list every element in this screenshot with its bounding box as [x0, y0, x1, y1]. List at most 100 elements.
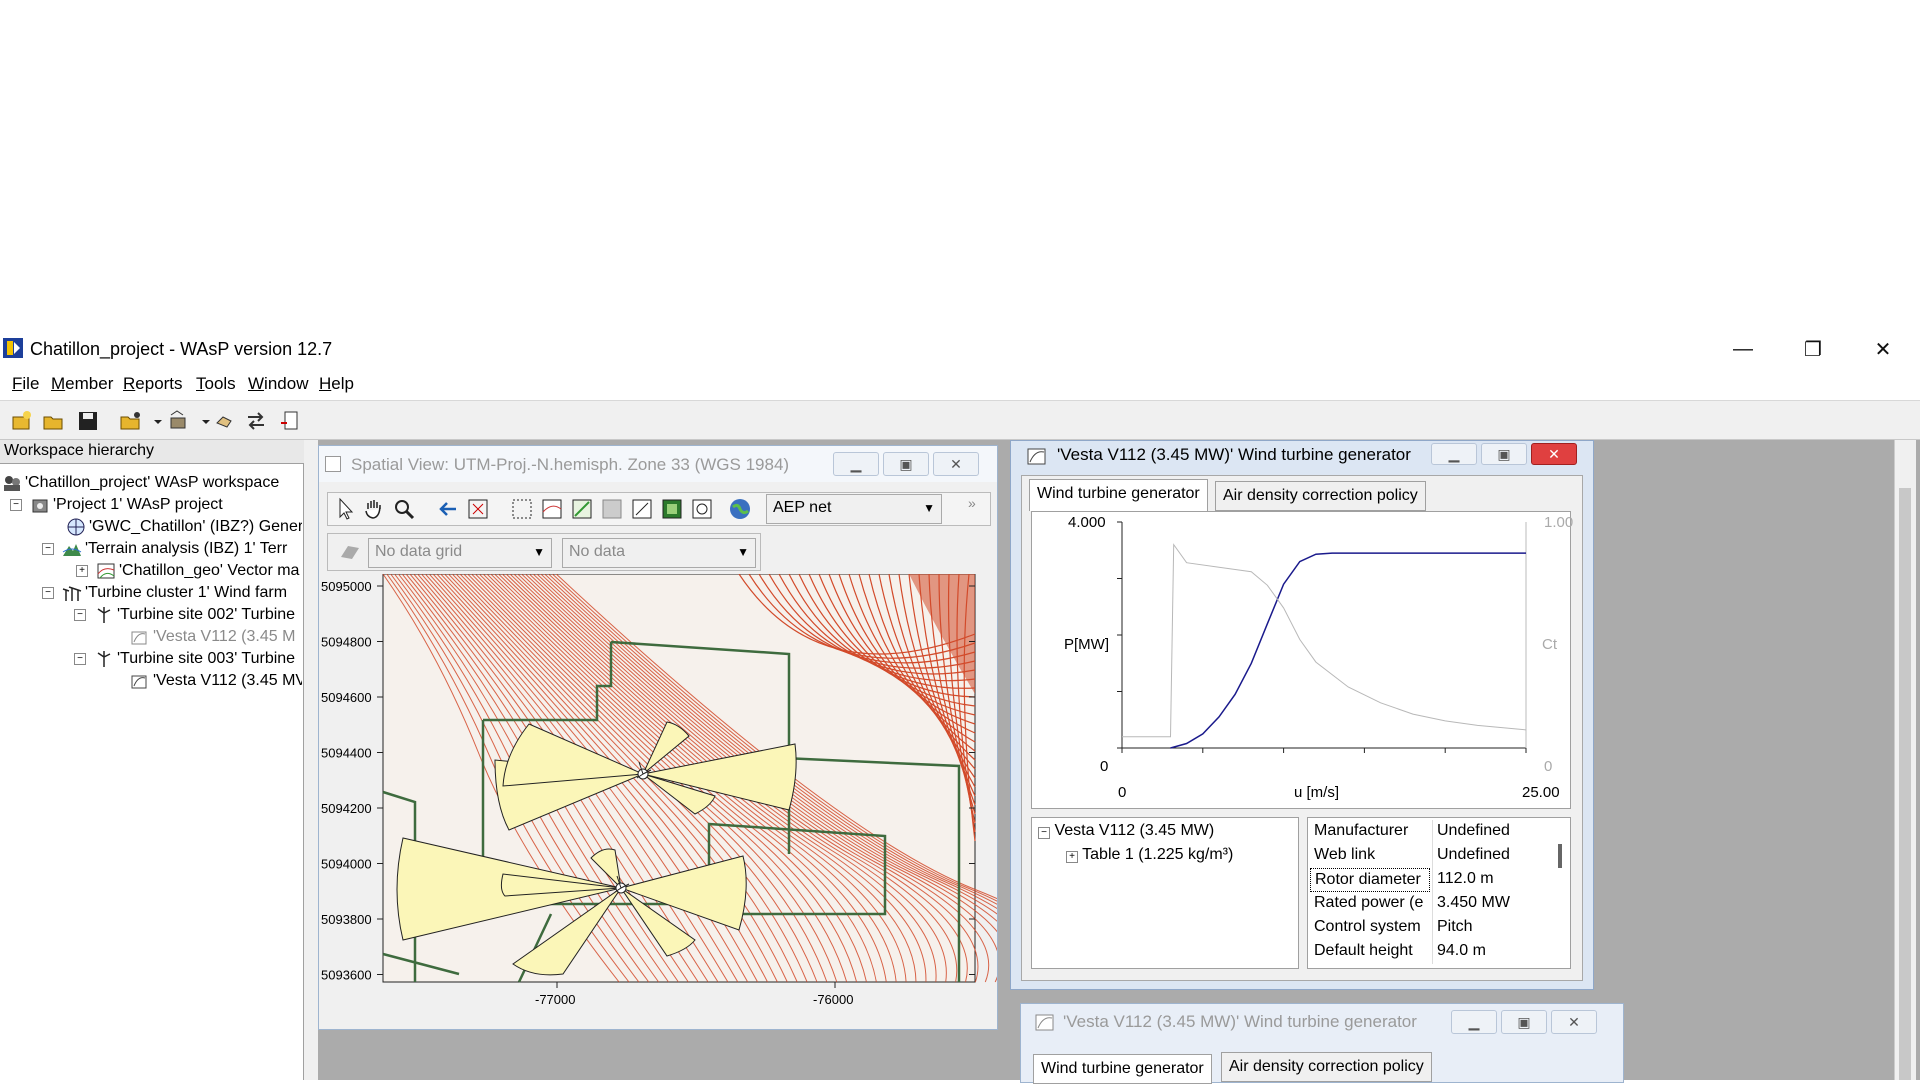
contour-line	[555, 574, 997, 900]
open-project-icon[interactable]	[118, 408, 144, 434]
property-value[interactable]: 94.0 m	[1432, 940, 1556, 964]
menu-file[interactable]: File	[12, 374, 39, 394]
result-layer-select[interactable]: AEP net ▼	[766, 494, 942, 524]
collapse-icon[interactable]: −	[42, 587, 54, 599]
property-row[interactable]: Manufacturer Undefined	[1308, 820, 1556, 844]
map-fill-icon[interactable]	[660, 497, 684, 526]
tree-item-turbine-cluster[interactable]: − 'Turbine cluster 1' Wind farm	[2, 582, 302, 604]
data-select[interactable]: No data ▼	[562, 538, 756, 568]
pointer-icon[interactable]	[334, 497, 358, 526]
collapse-icon[interactable]: −	[10, 499, 22, 511]
globe-icon[interactable]	[728, 497, 752, 526]
contour-line	[778, 574, 976, 675]
tree-item-turbine-generator[interactable]: 'Vesta V112 (3.45 MV	[2, 670, 302, 692]
menu-window[interactable]: Window	[248, 374, 308, 394]
property-value[interactable]: Undefined	[1432, 820, 1556, 844]
pan-icon[interactable]	[362, 497, 386, 526]
tw2-maximize-button[interactable]: ▣	[1501, 1010, 1547, 1034]
menu-tools[interactable]: Tools	[196, 374, 236, 394]
tree-item-turbine-site-002[interactable]: − 'Turbine site 002' Turbine	[2, 604, 302, 626]
tw2-close-button[interactable]: ✕	[1551, 1010, 1597, 1034]
close-button[interactable]: ✕	[1874, 338, 1892, 361]
tree-item-table[interactable]: + Table 1 (1.225 kg/m³)	[1066, 846, 1233, 864]
hand-tool-icon[interactable]	[212, 408, 238, 434]
tree-item-label: 'Turbine cluster 1' Wind farm	[85, 584, 288, 601]
tab-air-density-policy[interactable]: Air density correction policy	[1215, 481, 1426, 511]
property-row[interactable]: Rated power (e 3.450 MW	[1308, 892, 1556, 916]
sv-maximize-button[interactable]: ▣	[883, 452, 929, 476]
obstacle-layer-icon[interactable]	[630, 497, 654, 526]
property-value[interactable]: Pitch	[1432, 916, 1556, 940]
tw2-minimize-button[interactable]: ▁	[1451, 1010, 1497, 1034]
scrollbar-thumb[interactable]	[1899, 488, 1911, 1080]
wind-rose-site-003[interactable]	[396, 837, 747, 976]
tree-item-terrain-analysis[interactable]: − 'Terrain analysis (IBZ) 1' Terr	[2, 538, 302, 560]
tab-wind-turbine-generator[interactable]: Wind turbine generator	[1029, 479, 1208, 511]
turbine-generator-icon	[1035, 1012, 1055, 1037]
tree-item-turbine-generator[interactable]: 'Vesta V112 (3.45 M	[2, 626, 302, 648]
tree-item-workspace[interactable]: 'Chatillon_project' WAsP workspace	[2, 472, 302, 494]
wind-rose-site-002[interactable]	[494, 721, 797, 831]
property-value[interactable]: Undefined	[1432, 844, 1556, 868]
vector-map-icon	[96, 562, 116, 580]
tree-item-project[interactable]: − 'Project 1' WAsP project	[2, 494, 302, 516]
zoom-icon[interactable]	[392, 497, 416, 526]
tw-close-button[interactable]: ✕	[1531, 443, 1577, 465]
map-layer-icon[interactable]	[540, 497, 564, 526]
spatial-map[interactable]: 5095000 5094800 5094600 5094400 5094200 50940…	[319, 574, 997, 1030]
select-rect-icon[interactable]	[510, 497, 534, 526]
property-scrollbar-thumb[interactable]	[1558, 844, 1562, 868]
turbine-window-titlebar: 'Vesta V112 (3.45 MW)' Wind turbine gene…	[1011, 441, 1593, 469]
save-icon[interactable]	[75, 408, 101, 434]
restore-button[interactable]: ❐	[1804, 338, 1822, 361]
insert-member-icon[interactable]	[166, 408, 192, 434]
collapse-icon[interactable]: −	[74, 653, 86, 665]
chevron-down-icon: ▼	[533, 545, 545, 559]
menu-member[interactable]: Member	[51, 374, 113, 394]
tree-item-vector-map[interactable]: + 'Chatillon_geo' Vector ma	[2, 560, 302, 582]
menu-help[interactable]: Help	[319, 374, 354, 394]
zoom-extent-icon[interactable]	[466, 497, 490, 526]
property-row[interactable]: Web link Undefined	[1308, 844, 1556, 868]
property-row[interactable]: Control system Pitch	[1308, 916, 1556, 940]
tab-wind-turbine-generator[interactable]: Wind turbine generator	[1033, 1054, 1212, 1084]
roughness-layer-icon[interactable]	[570, 497, 594, 526]
open-workspace-icon[interactable]	[41, 408, 67, 434]
tree-item-turbine-root[interactable]: − Vesta V112 (3.45 MW)	[1038, 822, 1214, 840]
site-layer-icon[interactable]	[690, 497, 714, 526]
expand-icon[interactable]: +	[76, 565, 88, 577]
tree-item-wind-climate[interactable]: 'GWC_Chatillon' (IBZ?) Gener	[2, 516, 302, 538]
dropdown-arrow-icon[interactable]	[145, 408, 171, 434]
expand-icon[interactable]: +	[1066, 851, 1078, 863]
tree-item-turbine-site-003[interactable]: − 'Turbine site 003' Turbine	[2, 648, 302, 670]
sv-close-button[interactable]: ✕	[933, 452, 979, 476]
grid-layer-icon[interactable]	[600, 497, 624, 526]
property-value[interactable]: 3.450 MW	[1432, 892, 1556, 916]
collapse-icon[interactable]: −	[1038, 827, 1050, 839]
sv-minimize-button[interactable]: ▁	[833, 452, 879, 476]
turbine-site-icon[interactable]	[614, 875, 630, 894]
tw-maximize-button[interactable]: ▣	[1481, 443, 1527, 465]
collapse-icon[interactable]: −	[74, 609, 86, 621]
turbine-site-icon[interactable]	[636, 761, 652, 780]
mdi-scrollbar[interactable]	[1894, 440, 1916, 1080]
arrows-icon[interactable]	[243, 408, 269, 434]
menu-reports[interactable]: Reports	[123, 374, 183, 394]
collapse-icon[interactable]: −	[42, 543, 54, 555]
minimize-button[interactable]: —	[1733, 337, 1753, 360]
data-grid-select[interactable]: No data grid ▼	[368, 538, 552, 568]
contour-line	[788, 574, 976, 682]
tab-air-density-policy[interactable]: Air density correction policy	[1221, 1052, 1432, 1082]
back-icon[interactable]	[436, 497, 460, 526]
property-value[interactable]: 112.0 m	[1432, 868, 1556, 892]
property-row[interactable]: Default height 94.0 m	[1308, 940, 1556, 964]
report-icon[interactable]	[277, 408, 303, 434]
wind-farm-icon	[62, 584, 82, 602]
contour-line	[908, 574, 976, 788]
property-row[interactable]: Rotor diameter 112.0 m	[1308, 868, 1556, 892]
new-workspace-icon[interactable]	[9, 408, 35, 434]
dropdown-arrow-icon[interactable]	[193, 408, 219, 434]
menu-tools-rest: ools	[204, 374, 236, 393]
tw-minimize-button[interactable]: ▁	[1431, 443, 1477, 465]
toolbar-overflow-icon[interactable]: »	[968, 495, 976, 511]
